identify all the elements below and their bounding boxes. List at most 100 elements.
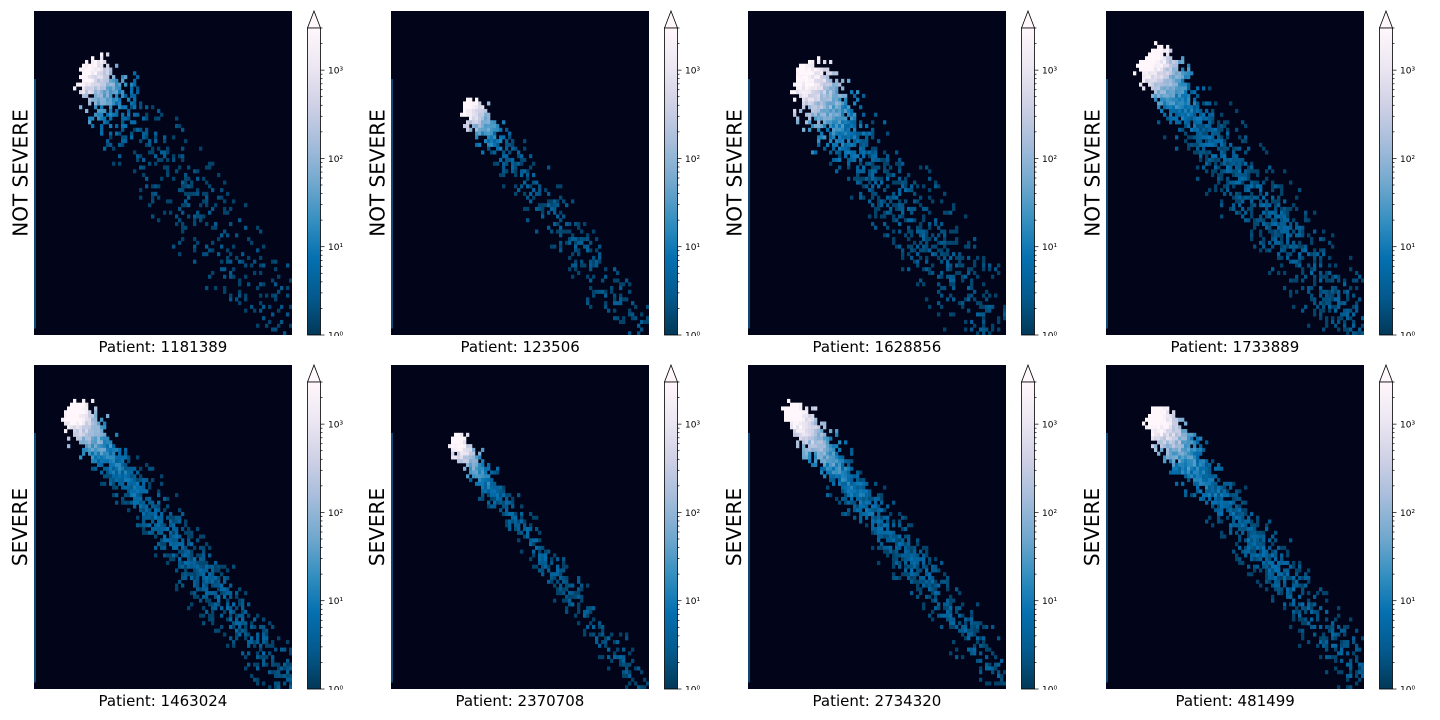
heatmap-cell (247, 613, 251, 618)
heatmap-cell (1196, 447, 1200, 452)
heatmap-cell (1244, 169, 1248, 174)
heatmap-cell (103, 67, 107, 72)
heatmap-cell (1253, 180, 1257, 185)
heatmap-cell (1274, 229, 1278, 234)
heatmap-cell (886, 534, 890, 539)
heatmap-cell (94, 425, 98, 430)
heatmap-cell (550, 560, 554, 565)
heatmap-cell (553, 203, 557, 208)
heatmap-cell (532, 553, 536, 558)
heatmap-cell (931, 598, 935, 603)
heatmap-cell (589, 609, 593, 614)
heatmap-cell (523, 534, 527, 539)
heatmap-cell (463, 101, 467, 106)
heatmap-cell (100, 93, 104, 98)
heatmap-cell (142, 478, 146, 483)
heatmap-cell (1247, 206, 1251, 211)
heatmap-cell (625, 666, 629, 671)
heatmap-cell (595, 259, 599, 264)
heatmap-cell (1184, 470, 1188, 475)
heatmap-cell (88, 90, 92, 95)
heatmap-cell (160, 530, 164, 535)
heatmap-cell (808, 112, 812, 117)
heatmap-cell (883, 169, 887, 174)
heatmap-cell (193, 191, 197, 196)
heatmap-cell (100, 470, 104, 475)
heatmap-cell (244, 655, 248, 660)
heatmap-cell (454, 447, 458, 452)
heatmap-cell (574, 221, 578, 227)
heatmap-cell (79, 440, 83, 445)
heatmap-cell (937, 184, 941, 189)
heatmap-cell (73, 86, 77, 91)
heatmap-cell (211, 248, 215, 253)
heatmap-cell (502, 173, 506, 178)
heatmap-cell (1193, 120, 1197, 125)
heatmap-cell (106, 86, 110, 91)
heatmap-cell (196, 583, 200, 588)
heatmap-cell (184, 180, 188, 185)
heatmap-cell (817, 120, 821, 125)
heatmap-cell (901, 557, 905, 562)
heatmap-cell (985, 643, 989, 648)
heatmap-cell (622, 297, 626, 302)
heatmap-cell (1166, 413, 1170, 419)
heatmap-cell (1238, 560, 1242, 565)
heatmap-cell (1178, 78, 1182, 83)
heatmap-cell (1178, 444, 1182, 449)
heatmap-cell (1172, 421, 1176, 426)
heatmap-cell (1313, 267, 1317, 272)
heatmap-cell (514, 184, 518, 189)
heatmap-cell (853, 493, 857, 498)
heatmap-cell (1205, 161, 1209, 166)
heatmap-cell (1226, 515, 1230, 520)
heatmap-cell (841, 142, 845, 147)
heatmap-cell (856, 508, 860, 513)
heatmap-cell (1154, 406, 1158, 411)
heatmap-cell (100, 56, 104, 61)
heatmap-cell (817, 455, 821, 460)
heatmap-cell (925, 267, 929, 272)
heatmap-cell (1256, 221, 1260, 227)
heatmap-cell (1220, 203, 1224, 208)
heatmap-cell (1187, 63, 1191, 68)
heatmap-cell (1232, 511, 1236, 516)
heatmap-cell (934, 180, 938, 185)
heatmap-cell (844, 116, 848, 121)
heatmap-cell (211, 572, 215, 577)
heatmap-cell (1172, 462, 1176, 468)
heatmap-cell (913, 564, 917, 569)
colorbar: 10⁰10¹10²10³ (307, 10, 343, 336)
heatmap-cell (1286, 252, 1290, 257)
heatmap-cell (826, 86, 830, 91)
heatmap-cell (1283, 210, 1287, 215)
heatmap-cell (130, 478, 134, 483)
heatmap-cell (787, 417, 791, 422)
heatmap-cell (877, 206, 881, 211)
heatmap-cell (1235, 508, 1239, 513)
heatmap-cell (130, 493, 134, 498)
heatmap-cell (1235, 504, 1239, 509)
heatmap-cell (169, 511, 173, 516)
heatmap-cell (1283, 270, 1287, 276)
heatmap-cell (1271, 218, 1275, 223)
colorbar-gradient (1021, 381, 1035, 690)
heatmap-cell (910, 579, 914, 584)
heatmap-cell (802, 105, 806, 110)
heatmap-cell (490, 150, 494, 155)
heatmap-cell (937, 282, 941, 287)
heatmap-cell (814, 86, 818, 91)
heatmap-cell (1256, 169, 1260, 174)
heatmap-cell (631, 301, 635, 306)
heatmap-cell (874, 519, 878, 524)
heatmap-cell (646, 319, 649, 324)
heatmap-cell (73, 425, 77, 430)
heatmap-cell (640, 327, 644, 332)
heatmap-cell (1184, 108, 1188, 114)
heatmap-cell (802, 410, 806, 415)
heatmap-cell (796, 78, 800, 83)
heatmap-cell (271, 643, 275, 648)
heatmap-cell (931, 564, 935, 569)
heatmap-cell (166, 515, 170, 520)
heatmap-cell (988, 666, 992, 671)
